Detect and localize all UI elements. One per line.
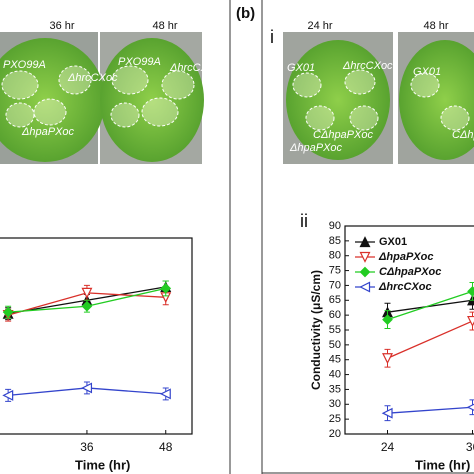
y-tick-label: 80 <box>329 250 341 262</box>
y-tick-label: 25 <box>329 413 341 425</box>
photo-label-text: ΔhpaPXoc <box>21 126 75 138</box>
y-tick-label: 30 <box>329 398 341 410</box>
x-axis-label: Time (hr) <box>75 457 130 472</box>
series-line <box>387 299 473 313</box>
series-line <box>387 406 473 414</box>
y-tick-label: 50 <box>329 339 341 351</box>
legend-label: CΔhpaPXoc <box>379 266 441 278</box>
y-tick-label: 60 <box>329 309 341 321</box>
photo-label-text: ΔhpaPXoc <box>289 142 343 154</box>
chart-label: ii <box>300 211 308 231</box>
y-tick-label: 70 <box>329 279 341 291</box>
y-tick-label: 35 <box>329 383 341 395</box>
photo-time: 48 hr <box>152 20 177 32</box>
photo-label-text: ΔhrcCXoc <box>342 60 393 72</box>
y-tick-label: 65 <box>329 294 341 306</box>
x-tick-label: 48 <box>159 440 173 454</box>
plot-frame <box>0 237 193 435</box>
marker <box>359 281 371 293</box>
chart: 36 48 Time (hr) <box>0 237 193 472</box>
y-tick-label: 75 <box>329 264 341 276</box>
legend-label: ΔhrcCXoc <box>378 281 432 293</box>
y-axis-label: Conductivity (μS/cm) <box>309 270 323 390</box>
series-line <box>387 290 473 321</box>
photo-label-text: PXO99A <box>118 56 161 68</box>
marker <box>359 266 371 278</box>
y-tick-label: 40 <box>329 368 341 380</box>
panel-label: (b) <box>236 5 255 22</box>
photo-label-text: PXO99A <box>3 59 46 71</box>
y-tick-label: 85 <box>329 235 341 247</box>
marker <box>382 353 393 365</box>
chart: 20 25 30 35 40 45 50 55 60 65 70 75 80 85 90 24 36 Time (… <box>300 211 474 472</box>
marker <box>381 407 393 419</box>
x-tick-label: 36 <box>80 440 94 454</box>
legend-label: GX01 <box>379 236 407 248</box>
photo-label-text: CΔhpaPXoc <box>452 129 474 141</box>
marker <box>2 389 14 401</box>
photo-label: i <box>270 27 274 47</box>
photo-label-text: ΔhrcCXoc <box>169 62 220 74</box>
photo-label-text: CΔhpaPXoc <box>313 129 373 141</box>
x-axis-label: Time (hr) <box>415 457 470 472</box>
marker <box>466 403 474 411</box>
photo-label-text: GX01 <box>413 66 441 78</box>
legend-label: ΔhpaPXoc <box>378 251 433 263</box>
marker <box>2 306 14 318</box>
marker <box>359 236 371 248</box>
y-tick-label: 45 <box>329 354 341 366</box>
photos-bg <box>0 32 474 164</box>
x-tick-label: 24 <box>381 440 395 454</box>
marker <box>159 388 171 400</box>
marker <box>467 286 474 297</box>
y-tick-label: 20 <box>329 428 341 440</box>
photo-time: 24 hr <box>307 20 332 32</box>
y-tick-label: 90 <box>329 220 341 232</box>
series-line <box>387 320 473 359</box>
marker <box>81 300 93 312</box>
photo-label-text: GX01 <box>287 62 315 74</box>
marker <box>160 283 172 294</box>
x-tick-label: 36 <box>466 440 474 454</box>
marker <box>359 251 371 263</box>
marker <box>81 287 93 299</box>
photo-time: 48 hr <box>423 20 448 32</box>
marker <box>382 314 393 325</box>
marker <box>467 315 474 327</box>
photo-label-text: ΔhrcCXoc <box>67 72 118 84</box>
y-tick-label: 55 <box>329 324 341 336</box>
marker <box>81 382 93 394</box>
photo-time: 36 hr <box>49 20 74 32</box>
